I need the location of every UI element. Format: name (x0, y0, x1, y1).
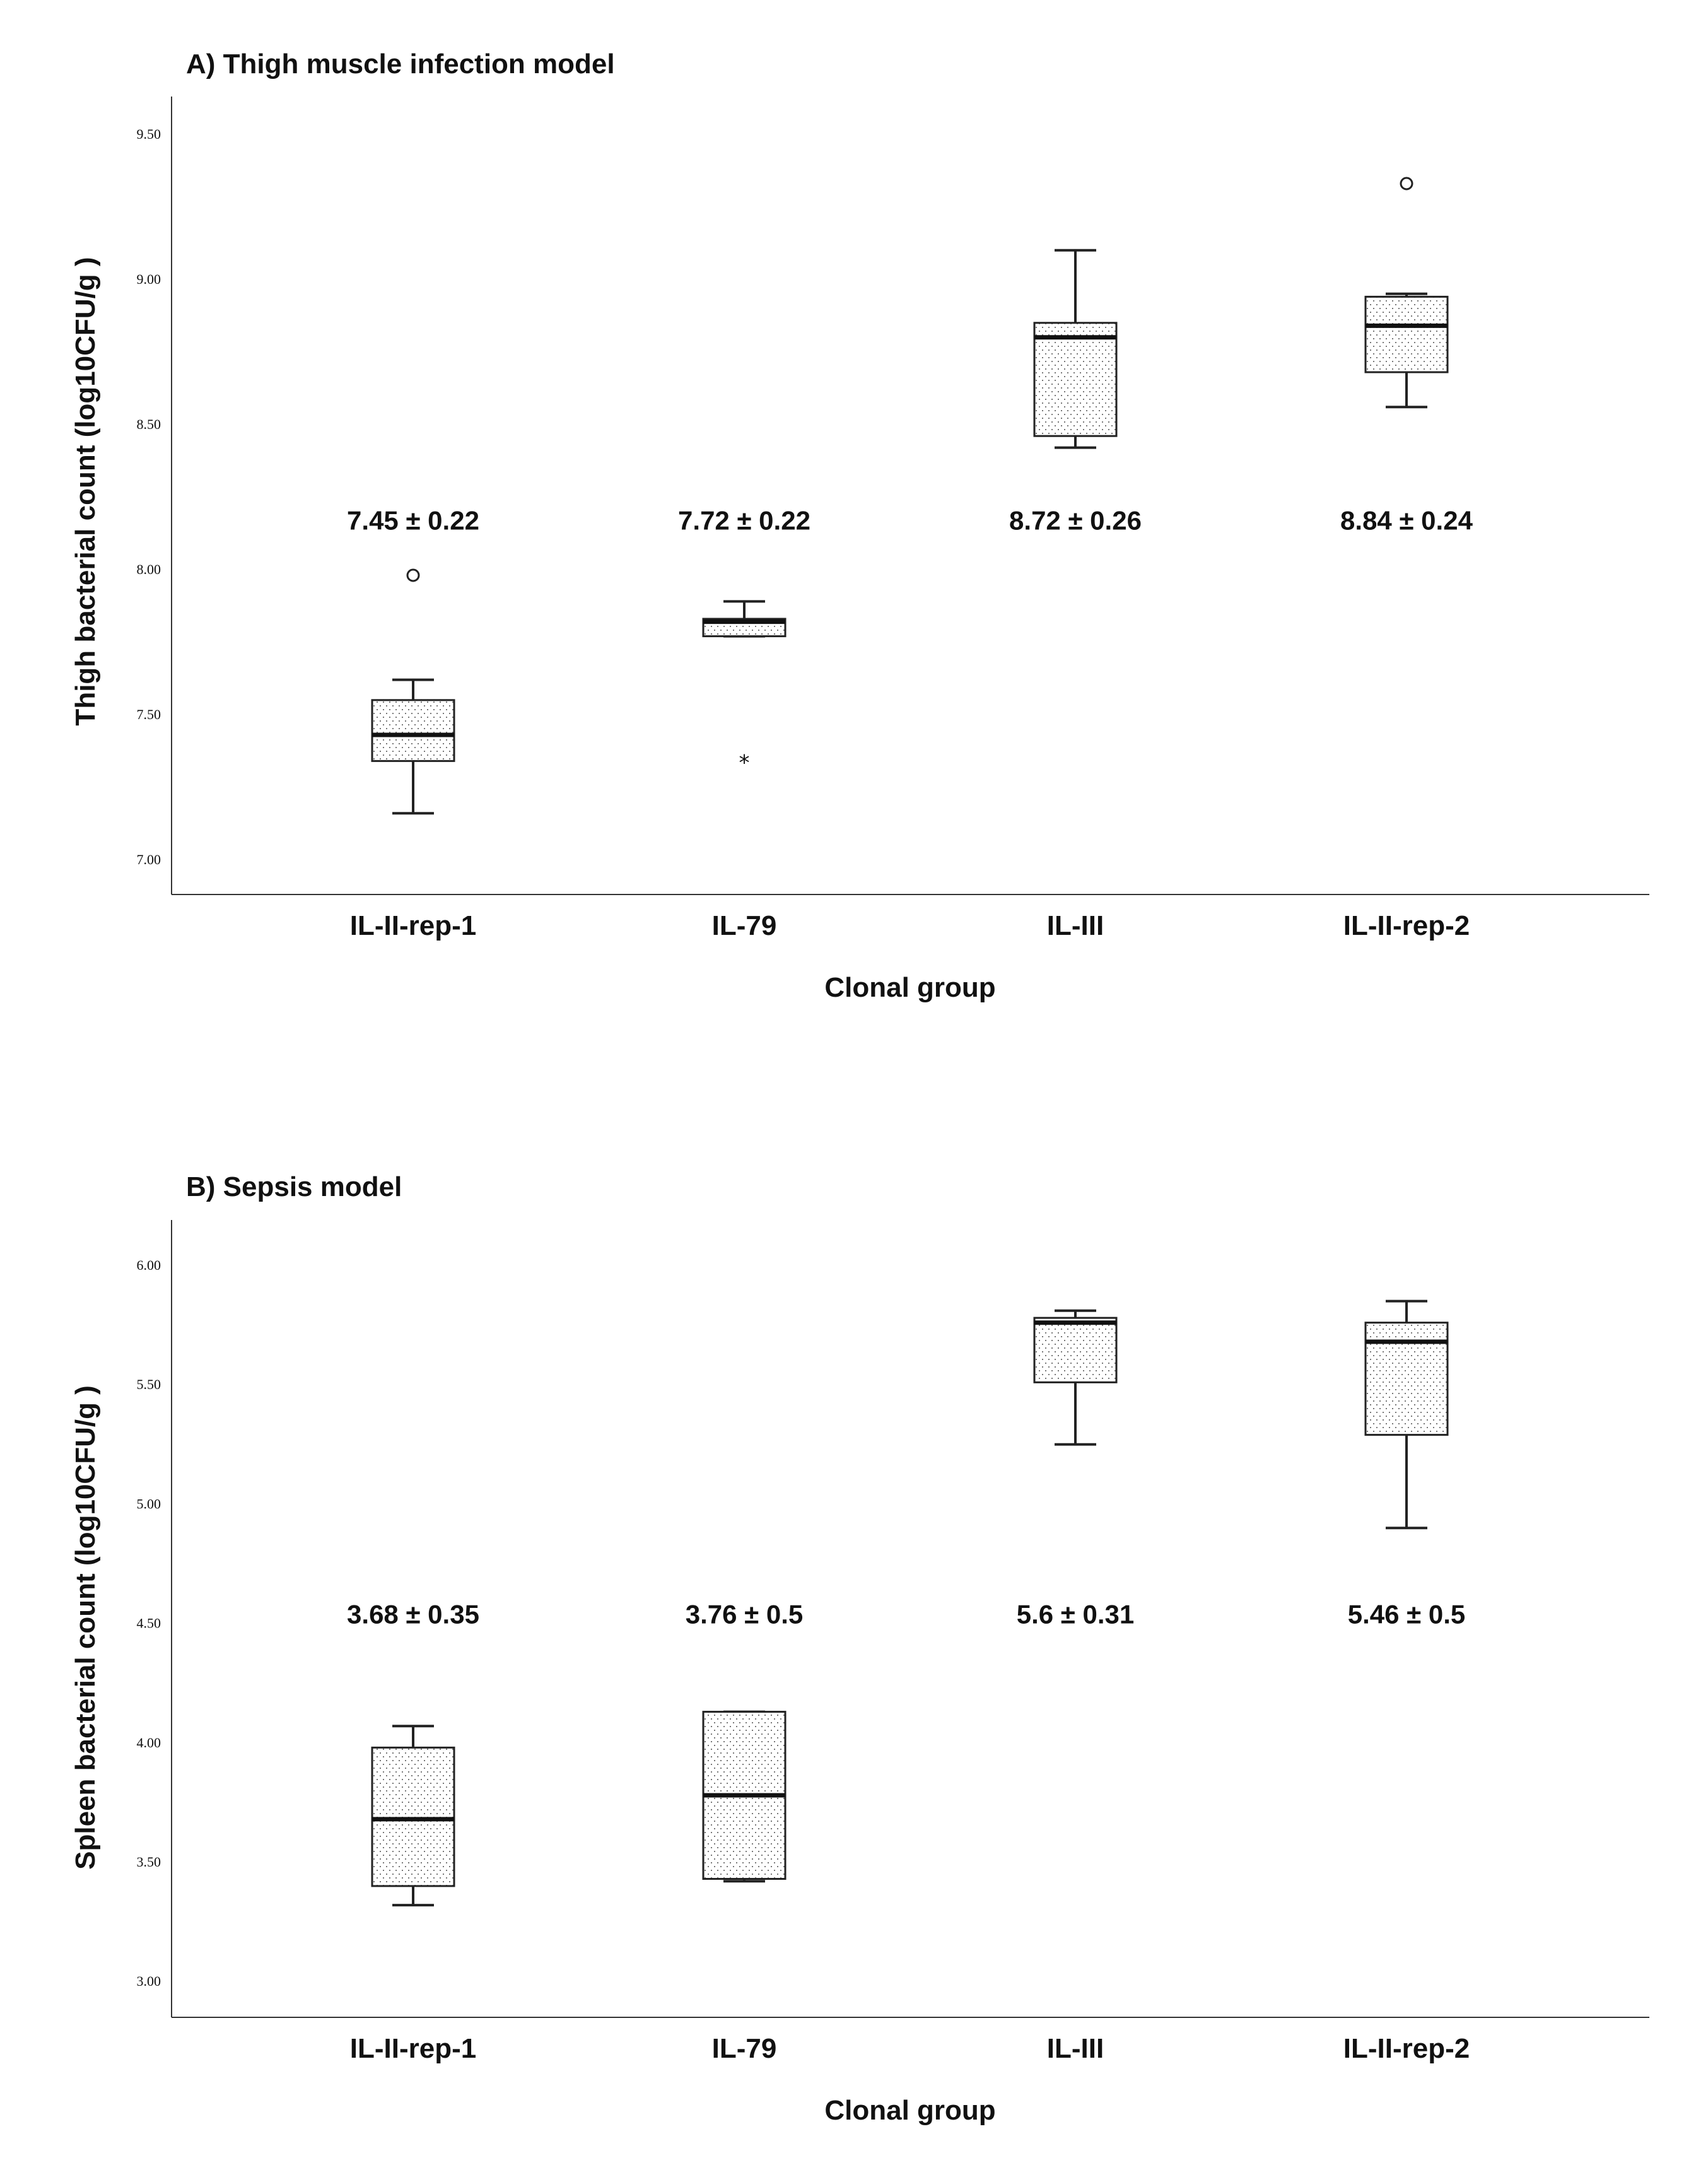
panel-a-y-tick-label: 9.00 (137, 271, 161, 287)
panel-b-y-tick-label: 6.00 (137, 1257, 161, 1273)
panel-b-x-axis-label: Clonal group (824, 2095, 995, 2126)
panel-a-y-axis-label: Thigh bacterial count (log10CFU/g ) (70, 257, 101, 725)
panel-a-category-label: IL-II-rep-2 (1343, 910, 1470, 941)
panel-a-y-ticks: 7.00 7.50 8.00 8.50 9.00 9.50 (137, 126, 161, 867)
panel-b-mean-sd-label: 5.6 ± 0.31 (1017, 1599, 1135, 1629)
panel-b-box-3 (1033, 1309, 1118, 1446)
panel-a-y-tick-label: 8.00 (137, 561, 161, 577)
panel-b-mean-sd-label: 3.76 ± 0.5 (686, 1599, 804, 1629)
panel-b-title: B) Sepsis model (186, 1171, 402, 1202)
panel-b-y-tick-label: 4.50 (137, 1616, 161, 1631)
panel-b-box-4 (1364, 1299, 1449, 1530)
panel-b-y-tick-label: 4.00 (137, 1735, 161, 1751)
panel-a-box-3 (1033, 249, 1118, 449)
panel-a-y-tick-label: 7.00 (137, 852, 161, 867)
panel-a-box-1 (371, 568, 455, 815)
panel-b-category-labels: IL-II-rep-1 IL-79 IL-III IL-II-rep-2 (350, 2033, 1470, 2064)
panel-a-mean-sd-label: 8.72 ± 0.26 (1009, 506, 1142, 536)
panel-a-category-label: IL-79 (712, 910, 777, 941)
iqr-box (371, 1746, 455, 1887)
panel-b-category-label: IL-III (1047, 2033, 1104, 2064)
panel-a-mean-sd-label: 8.84 ± 0.24 (1340, 506, 1473, 536)
panel-a-boxes: * (371, 177, 1449, 815)
iqr-box (1033, 1317, 1118, 1383)
panel-a-box-4 (1364, 177, 1449, 409)
outlier-circle-marker (406, 568, 420, 582)
panel-b-box-2 (702, 1710, 787, 1883)
panel-b-mean-sd-label: 3.68 ± 0.35 (347, 1599, 479, 1629)
panel-a-y-tick-label: 8.50 (137, 416, 161, 432)
panel-b-y-axis-label: Spleen bacterial count (log10CFU/g ) (70, 1385, 101, 1870)
iqr-box (1364, 295, 1449, 373)
outlier-circle-marker (1400, 177, 1413, 191)
panel-a-box-2: * (702, 600, 787, 775)
panel-b-boxes (371, 1299, 1449, 1907)
panel-a-y-tick-label: 7.50 (137, 707, 161, 722)
panel-b-y-tick-label: 3.00 (137, 1973, 161, 1989)
panel-a-axes (171, 97, 1649, 895)
panel-b-y-tick-label: 3.50 (137, 1854, 161, 1870)
panel-b-category-label: IL-II-rep-2 (1343, 2033, 1470, 2064)
panel-a-annotations: 7.45 ± 0.22 7.72 ± 0.22 8.72 ± 0.26 8.84 ± … (347, 506, 1473, 536)
iqr-box (1364, 1322, 1449, 1436)
iqr-box (1033, 322, 1118, 437)
panel-a-category-label: IL-III (1047, 910, 1104, 941)
panel-b-y-ticks: 3.00 3.50 4.00 4.50 5.00 5.50 6.00 (137, 1257, 161, 1989)
panel-a-title: A) Thigh muscle infection model (186, 49, 615, 79)
panel-b-y-tick-label: 5.50 (137, 1376, 161, 1392)
panel-b-svg: B) Sepsis model Spleen bacterial count (… (70, 1171, 1649, 2126)
panel-a-x-axis-label: Clonal group (824, 972, 995, 1003)
panel-a-mean-sd-label: 7.72 ± 0.22 (678, 506, 810, 536)
panel-a-category-labels: IL-II-rep-1 IL-79 IL-III IL-II-rep-2 (350, 910, 1470, 941)
panel-a-category-label: IL-II-rep-1 (350, 910, 476, 941)
panel-a-svg: A) Thigh muscle infection model Thigh ba… (70, 49, 1649, 1003)
panel-b-box-1 (371, 1725, 455, 1907)
panel-b-axes (171, 1220, 1649, 2018)
panel-a-y-tick-label: 9.50 (137, 126, 161, 142)
panel-b-annotations: 3.68 ± 0.35 3.76 ± 0.5 5.6 ± 0.31 5.46 ± 0.… (347, 1599, 1465, 1629)
panel-b-chart: B) Sepsis model Spleen bacterial count (… (0, 1085, 1708, 2170)
panel-b-mean-sd-label: 5.46 ± 0.5 (1348, 1599, 1466, 1629)
outlier-star-marker: * (739, 750, 750, 775)
panel-a-mean-sd-label: 7.45 ± 0.22 (347, 506, 479, 536)
iqr-box (371, 699, 455, 762)
panel-b-y-tick-label: 5.00 (137, 1496, 161, 1511)
panel-a-chart: A) Thigh muscle infection model Thigh ba… (70, 49, 1649, 1003)
panel-b-category-label: IL-II-rep-1 (350, 2033, 476, 2064)
panel-b-category-label: IL-79 (712, 2033, 777, 2064)
